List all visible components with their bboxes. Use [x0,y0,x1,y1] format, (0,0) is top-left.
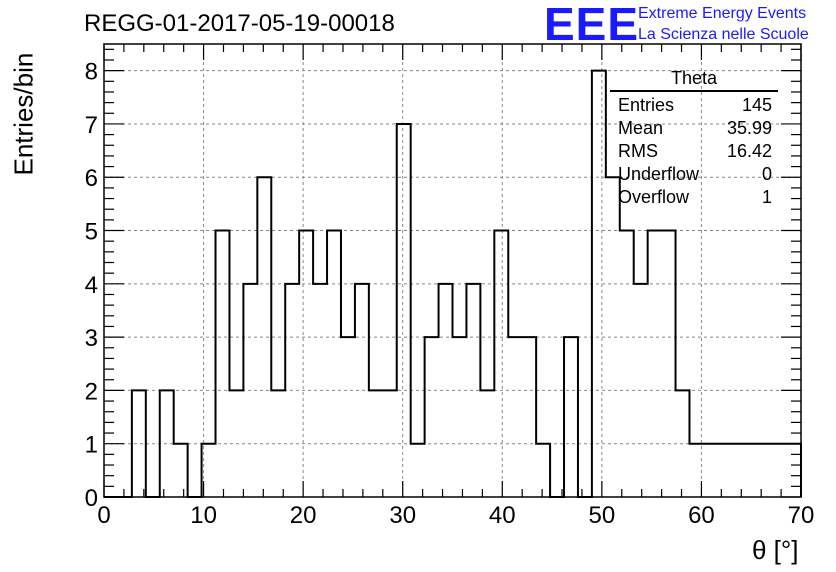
stats-row: RMS 16.42 [610,140,778,163]
x-axis-label: θ [°] [752,535,799,565]
stats-label: Entries [618,95,675,115]
eee-logo: EEE [544,0,640,50]
y-tick-label: 0 [85,485,98,512]
logo-caption: Extreme Energy Events La Scienza nelle S… [638,3,809,45]
stats-label: RMS [618,141,658,161]
stats-label: Underflow [618,164,700,184]
stats-value: 1 [761,187,772,207]
stats-title: Theta [610,68,778,92]
stats-row: Mean 35.99 [610,117,778,140]
stats-row: Underflow 0 [610,163,778,186]
logo-line-1: Extreme Energy Events [638,5,807,22]
histogram-line [104,69,802,498]
stats-value: 145 [741,95,772,115]
stats-row: Entries 145 [610,94,778,117]
y-tick-label: 5 [85,219,98,246]
y-tick-label: 1 [85,432,98,459]
stats-row: Overflow 1 [610,186,778,209]
logo-line-2: La Scienza nelle Scuole [638,26,809,43]
y-tick-label: 6 [85,165,98,192]
x-tick-label: 0 [97,502,110,529]
y-tick-label: 3 [85,325,98,352]
x-tick-label: 10 [190,502,217,529]
chart-title: REGG-01-2017-05-19-00018 [84,10,395,37]
stats-label: Mean [618,118,664,138]
y-axis-label: Entries/bin [8,52,39,176]
plot-frame [103,43,802,498]
y-tick-label: 7 [85,112,98,139]
stats-value: 35.99 [726,118,772,138]
stats-value: 0 [761,164,772,184]
x-tick-label: 30 [389,502,416,529]
stats-label: Overflow [618,187,690,207]
stats-value: 16.42 [726,141,772,161]
axis-ticks [103,44,802,498]
x-tick-label: 70 [788,502,815,529]
x-tick-label: 50 [589,502,616,529]
stats-box: Theta Entries 145 Mean 35.99 RMS 16.42 Unde… [610,68,778,209]
x-tick-label: 40 [489,502,516,529]
x-tick-label: 60 [688,502,715,529]
y-tick-label: 4 [85,272,98,299]
x-tick-label: 20 [290,502,317,529]
y-tick-label: 2 [85,378,98,405]
y-tick-label: 8 [85,59,98,86]
